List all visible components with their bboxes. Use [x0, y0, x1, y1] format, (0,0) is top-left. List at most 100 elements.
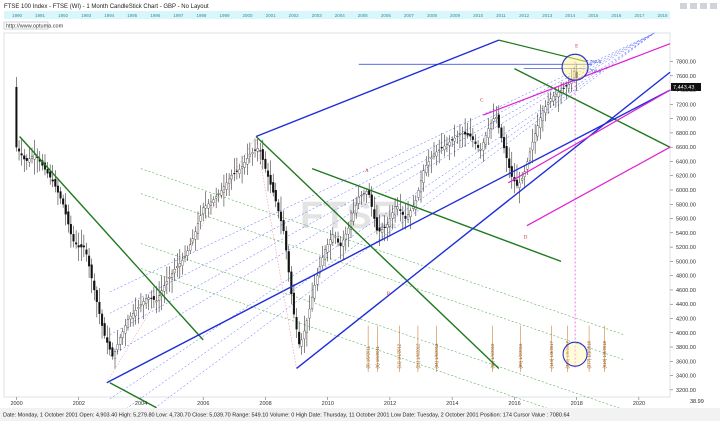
candle-body: [334, 236, 337, 238]
y-tick-label: 3400.00: [676, 374, 696, 380]
logo-url: http://www.optuma.com: [6, 24, 64, 30]
candle-body: [173, 269, 176, 274]
candle-body: [121, 331, 124, 338]
candle-body: [261, 149, 264, 160]
top-scale-year: 2002: [289, 13, 300, 18]
y-tick-label: 5000.00: [676, 259, 696, 265]
status-text: Date: Monday, 1 October 2001 Open: 4,903…: [3, 413, 570, 419]
candle-body: [30, 156, 34, 159]
maximize-icon[interactable]: [690, 3, 697, 9]
x-tick-label: 2006: [197, 401, 209, 407]
logo-box: http://www.optuma.com: [3, 21, 64, 30]
x-tick-label: 2002: [73, 401, 85, 407]
candle-body: [235, 170, 238, 172]
y-tick-label: 3600.00: [676, 359, 696, 365]
candle-body: [183, 256, 187, 258]
candle-body: [46, 168, 49, 174]
candle-body: [51, 179, 54, 182]
candle-body: [500, 127, 503, 139]
top-scale-year: 1990: [12, 13, 23, 18]
vertical-time-markers: (0) 1/9/2011 (5) 1/6/2011 (11) 1/1/2012 (21…: [366, 61, 607, 373]
candle-body: [471, 136, 474, 140]
candle-body: [292, 292, 295, 315]
wave-label: D: [524, 236, 528, 241]
y-tick-label: 3800.00: [676, 345, 696, 351]
settings-icon[interactable]: [700, 3, 707, 9]
candle-body: [375, 217, 378, 231]
candle-body: [308, 308, 311, 319]
candle-body: [443, 145, 446, 150]
top-scale-year: 2004: [335, 13, 346, 18]
level-label: 7,762.5: [586, 59, 602, 64]
candle-body: [178, 263, 181, 267]
candle-body: [318, 266, 321, 274]
candle-body: [479, 149, 482, 151]
green-channel-line: [19, 136, 204, 341]
x-tick-label: 2004: [135, 401, 147, 407]
chart-title: FTSE 100 Index - FTSE (WI) - 1 Month Can…: [4, 4, 209, 10]
candle-body: [82, 245, 85, 248]
x-tick-label: 2012: [384, 401, 396, 407]
candle-body: [360, 195, 363, 197]
top-scale-year: 2009: [450, 13, 461, 18]
wave-label: E: [575, 44, 578, 49]
candle-body: [246, 158, 249, 165]
candle-body: [549, 98, 552, 102]
top-scale-year: 2007: [404, 13, 415, 18]
candle-body: [347, 227, 350, 235]
x-tick-label: 2010: [322, 401, 334, 407]
green-channel-line: [109, 382, 157, 409]
candle-body: [168, 277, 171, 279]
minimize-icon[interactable]: [680, 3, 687, 9]
candle-body: [567, 84, 570, 89]
candle-body: [147, 297, 150, 300]
candle-body: [290, 271, 293, 295]
candle-body: [456, 135, 459, 138]
y-tick-label: 7800.00: [676, 60, 696, 66]
y-tick-label: 4800.00: [676, 274, 696, 280]
candle-body: [298, 331, 301, 345]
close-icon[interactable]: [710, 3, 717, 9]
candle-body: [534, 133, 537, 143]
candle-body: [124, 325, 127, 334]
top-scale-year: 1999: [219, 13, 230, 18]
candle-body: [464, 131, 467, 135]
candle-body: [427, 161, 430, 166]
last-price-box: [671, 82, 701, 91]
y-tick-label: 7400.00: [676, 88, 696, 94]
candle-body: [186, 250, 189, 256]
candle-body: [482, 142, 485, 151]
candle-body: [199, 215, 202, 222]
red-guide-line: [255, 136, 297, 369]
time-marker-label: (0) 1/9/2011: [366, 346, 371, 369]
blue-channel-line: [255, 39, 500, 138]
candle-body: [565, 85, 568, 87]
top-scale-year: 2006: [381, 13, 392, 18]
candle-body: [373, 209, 376, 219]
green-channel-line: [255, 135, 500, 369]
y-tick-label: 6000.00: [676, 188, 696, 194]
candle-body: [142, 301, 145, 306]
candle-body: [287, 251, 290, 273]
candle-body: [399, 209, 402, 211]
top-scale-year: 2014: [565, 13, 576, 18]
wave-label: A: [365, 169, 369, 174]
candle-body: [440, 147, 443, 149]
x-axis: 2000 2002 2004 2006 2008 2010 2012 2014 2016 2018…: [10, 397, 645, 407]
top-scale-year: 2001: [266, 13, 277, 18]
candle-body: [381, 229, 384, 233]
candle-body: [132, 312, 135, 319]
y-axis: 3200.00 3400.00 3600.00 3800.00 4000.00 4200.…: [670, 60, 696, 394]
candle-body: [495, 117, 498, 119]
candle-body: [394, 206, 397, 216]
candle-body: [134, 310, 137, 317]
candle-body: [194, 231, 197, 240]
level-label: 7,700.6: [586, 69, 602, 74]
candle-body: [508, 158, 511, 168]
candle-body: [28, 158, 31, 163]
candle-body: [490, 122, 493, 129]
top-scale-year: 2013: [542, 13, 553, 18]
candle-body: [331, 234, 334, 243]
y-tick-label: 3200.00: [676, 388, 696, 394]
